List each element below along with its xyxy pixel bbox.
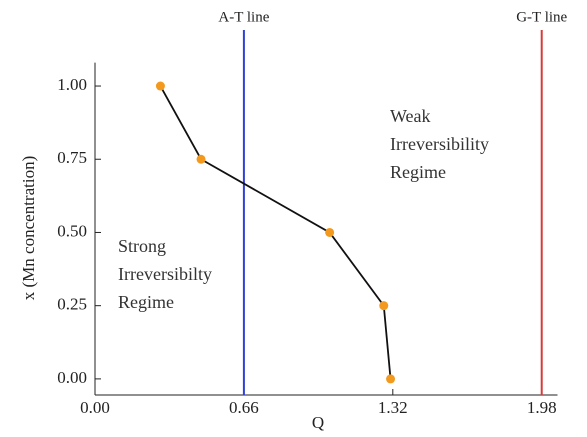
data-point: [155, 81, 165, 91]
annotation: Regime: [118, 292, 174, 312]
y-tick-label: 0.25: [57, 295, 87, 314]
x-tick-label: 1.98: [527, 398, 557, 417]
y-tick-label: 0.00: [57, 368, 87, 387]
annotation: Weak: [390, 106, 431, 126]
data-point: [379, 301, 389, 311]
x-tick-label: 1.32: [378, 398, 408, 417]
x-tick-label: 0.66: [229, 398, 259, 417]
data-point: [325, 227, 335, 237]
x-axis-label: Q: [312, 413, 324, 432]
x-tick-label: 0.00: [80, 398, 110, 417]
y-tick-label: 0.50: [57, 221, 87, 240]
annotation: Strong: [118, 236, 166, 256]
y-tick-label: 0.75: [57, 148, 87, 167]
data-point: [196, 154, 206, 164]
reference-label: G-T line: [516, 9, 567, 25]
annotation: Regime: [390, 162, 446, 182]
reference-label: A-T line: [218, 9, 269, 25]
y-axis-label: x (Mn concentration): [19, 156, 38, 300]
annotation: Irreversibility: [390, 134, 489, 154]
series-line: [159, 85, 392, 379]
data-point: [386, 374, 396, 384]
y-tick-label: 1.00: [57, 75, 87, 94]
annotation: Irreversibilty: [118, 264, 212, 284]
